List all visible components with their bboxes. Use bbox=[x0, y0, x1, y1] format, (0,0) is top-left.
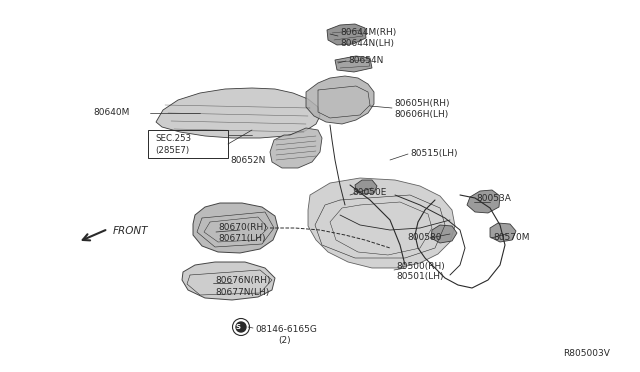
Text: 80501(LH): 80501(LH) bbox=[396, 273, 444, 282]
Text: 80053A: 80053A bbox=[476, 193, 511, 202]
Polygon shape bbox=[467, 190, 500, 213]
Polygon shape bbox=[156, 88, 320, 138]
Text: 80676N(RH): 80676N(RH) bbox=[215, 276, 271, 285]
Text: FRONT: FRONT bbox=[113, 226, 148, 236]
Polygon shape bbox=[327, 24, 366, 45]
Text: 80570M: 80570M bbox=[493, 232, 529, 241]
Polygon shape bbox=[308, 178, 455, 268]
Text: 80671(LH): 80671(LH) bbox=[218, 234, 266, 243]
Text: 80050E: 80050E bbox=[352, 187, 387, 196]
Text: 08146-6165G: 08146-6165G bbox=[255, 324, 317, 334]
Polygon shape bbox=[431, 225, 457, 243]
Circle shape bbox=[236, 322, 246, 332]
Polygon shape bbox=[306, 76, 374, 124]
Text: 80644N(LH): 80644N(LH) bbox=[340, 38, 394, 48]
Text: 80677N(LH): 80677N(LH) bbox=[215, 288, 269, 296]
Text: R805003V: R805003V bbox=[563, 350, 610, 359]
Polygon shape bbox=[335, 56, 372, 72]
Text: SEC.253: SEC.253 bbox=[155, 134, 191, 142]
Text: 80606H(LH): 80606H(LH) bbox=[394, 109, 448, 119]
Text: (2): (2) bbox=[278, 336, 291, 344]
Text: 800580: 800580 bbox=[407, 232, 442, 241]
Polygon shape bbox=[193, 203, 278, 253]
Text: S: S bbox=[236, 324, 241, 330]
Text: 80500(RH): 80500(RH) bbox=[396, 262, 445, 270]
Text: 80670(RH): 80670(RH) bbox=[218, 222, 267, 231]
Text: 80515(LH): 80515(LH) bbox=[410, 148, 458, 157]
Text: (285E7): (285E7) bbox=[155, 145, 189, 154]
Polygon shape bbox=[270, 128, 322, 168]
Polygon shape bbox=[490, 223, 516, 242]
Text: 80654N: 80654N bbox=[348, 55, 383, 64]
Text: 80652N: 80652N bbox=[230, 155, 266, 164]
Bar bbox=[148, 130, 228, 158]
Text: 80605H(RH): 80605H(RH) bbox=[394, 99, 449, 108]
Text: 80644M(RH): 80644M(RH) bbox=[340, 28, 396, 36]
Polygon shape bbox=[182, 262, 275, 300]
Polygon shape bbox=[355, 180, 377, 194]
Text: 80640M: 80640M bbox=[93, 108, 129, 116]
